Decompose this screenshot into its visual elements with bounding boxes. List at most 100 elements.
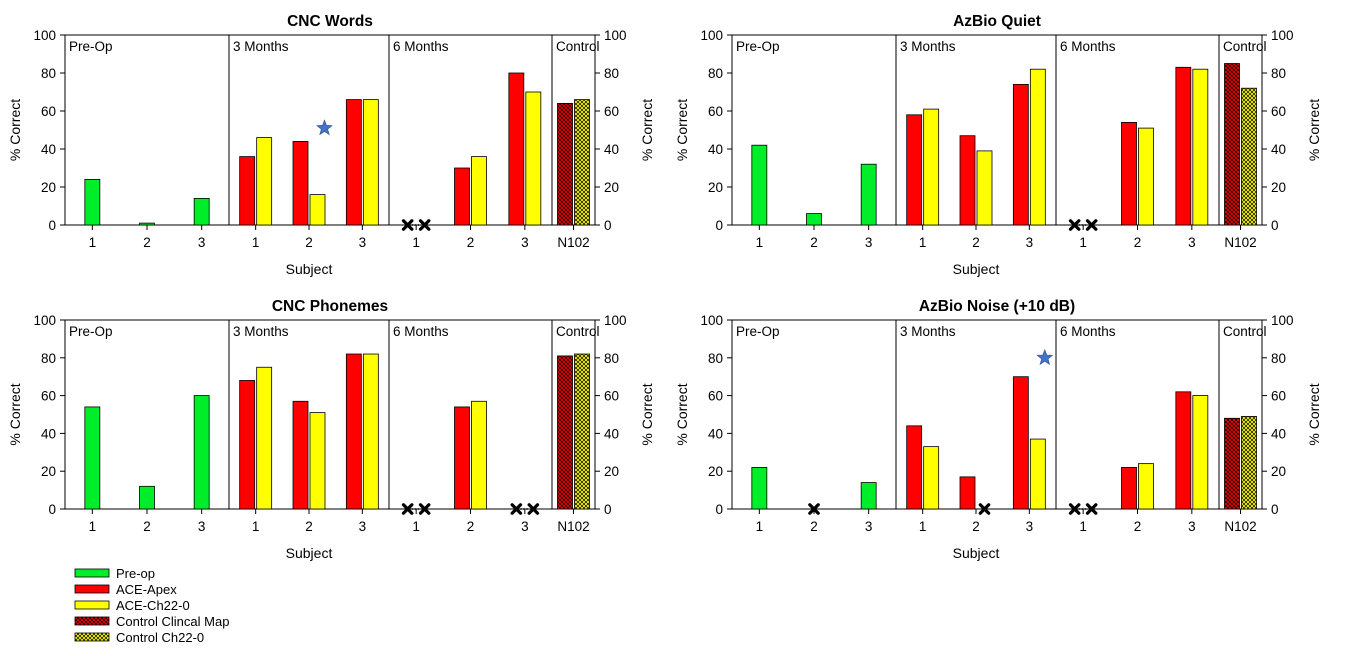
y-tick-label: 20 [708, 464, 723, 479]
bar [906, 114, 923, 226]
y-tick-label-right: 0 [1271, 502, 1279, 517]
x-tick-label: 1 [252, 519, 260, 534]
bar [256, 366, 273, 510]
segment-label: 3 Months [900, 324, 956, 339]
y-tick-label: 40 [708, 426, 723, 441]
y-tick-label-right: 100 [604, 28, 627, 43]
segment-label: Control [1223, 39, 1267, 54]
y-tick-label-right: 20 [604, 464, 619, 479]
x-tick-label: 1 [756, 235, 764, 250]
bar [1138, 463, 1154, 510]
chart-panel: AzBio Quiet 0 0 20 20 40 40 60 60 80 80 100 100 % Cor… [674, 13, 1322, 277]
y-tick-label: 60 [41, 389, 56, 404]
y-tick-label-right: 0 [604, 502, 612, 517]
bar [1012, 376, 1029, 510]
x-tick-label: 2 [467, 519, 475, 534]
y-tick-label: 80 [708, 66, 723, 81]
bar [1012, 84, 1029, 226]
bar [806, 213, 822, 226]
chart-title: CNC Phonemes [272, 298, 388, 315]
y-axis-label: % Correct [7, 99, 23, 161]
x-tick-label: 1 [89, 519, 97, 534]
bar [454, 167, 470, 226]
significance-star-icon [316, 119, 333, 136]
bar [1192, 68, 1209, 226]
legend-label: ACE-Apex [116, 582, 177, 597]
plot-frame [64, 34, 596, 226]
legend-label: Control Ch22-0 [116, 630, 204, 645]
bar [860, 163, 877, 226]
bar [84, 406, 101, 510]
x-tick-label: 1 [412, 235, 420, 250]
plot-frame [731, 34, 1263, 226]
segment-label: 6 Months [393, 39, 449, 54]
x-tick-label: 2 [810, 519, 818, 534]
bar [557, 103, 573, 226]
bar [959, 476, 976, 510]
x-tick-label: N102 [557, 519, 589, 534]
bar [557, 355, 573, 510]
y-tick-label: 0 [48, 218, 56, 233]
y-tick-label-right: 40 [604, 426, 619, 441]
bar [239, 156, 256, 226]
segment-label: 6 Months [393, 324, 449, 339]
x-tick-label: 3 [359, 519, 367, 534]
segment-label: 3 Months [233, 324, 289, 339]
segment-label: 3 Months [900, 39, 956, 54]
y-tick-label-right: 60 [1271, 104, 1286, 119]
x-tick-label: 1 [252, 235, 260, 250]
y-tick-label-right: 100 [1271, 28, 1294, 43]
x-tick-label: 2 [1134, 235, 1142, 250]
plot-frame [731, 319, 1263, 510]
chart-panel: CNC Phonemes 0 0 20 20 40 40 60 60 80 80 100 100 % Co… [7, 298, 655, 561]
x-tick-label: 2 [972, 519, 980, 534]
x-tick-label: 1 [919, 519, 927, 534]
bar [471, 156, 487, 226]
bar [345, 353, 362, 510]
legend-label: ACE-Ch22-0 [116, 598, 190, 613]
segment-label: 6 Months [1060, 324, 1116, 339]
y-axis-label: % Correct [7, 383, 23, 445]
y-tick-label-right: 40 [1271, 142, 1286, 157]
y-tick-label-right: 20 [1271, 464, 1286, 479]
chart-panel: AzBio Noise (+10 dB) 0 0 20 20 40 40 60 60 80 80 10… [674, 298, 1322, 561]
x-tick-label: 3 [1188, 519, 1196, 534]
y-tick-label: 80 [41, 351, 56, 366]
x-tick-label: 2 [305, 235, 313, 250]
bar [1029, 68, 1046, 226]
x-tick-label: 3 [1026, 235, 1034, 250]
x-tick-label: 3 [1026, 519, 1034, 534]
bar [193, 395, 210, 510]
segment-label: Control [1223, 324, 1267, 339]
legend-swatch [74, 632, 110, 642]
x-tick-label: 3 [198, 519, 206, 534]
bar [239, 380, 256, 510]
x-tick-label: 2 [1134, 519, 1142, 534]
bar [751, 467, 768, 510]
bar [362, 99, 379, 226]
bar [362, 353, 379, 510]
y-axis-label-right: % Correct [1306, 99, 1322, 161]
missing-marker-icon [401, 503, 414, 515]
missing-marker-icon [978, 503, 991, 515]
y-tick-label: 40 [41, 426, 56, 441]
bar [139, 222, 155, 226]
bar [574, 353, 590, 510]
x-tick-label: N102 [1224, 235, 1256, 250]
missing-marker-icon [1068, 503, 1081, 515]
bar [751, 144, 768, 226]
x-tick-label: 1 [89, 235, 97, 250]
x-tick-label: 2 [467, 235, 475, 250]
missing-marker-icon [527, 503, 540, 515]
missing-marker-icon [1085, 503, 1098, 515]
legend-swatch [74, 600, 110, 610]
y-tick-label-right: 0 [604, 218, 612, 233]
segment-label: Control [556, 324, 600, 339]
bar [1029, 438, 1046, 510]
bar [923, 446, 940, 510]
bar [1175, 66, 1192, 226]
x-tick-label: 1 [919, 235, 927, 250]
y-tick-label: 20 [41, 464, 56, 479]
y-tick-label: 100 [700, 28, 723, 43]
